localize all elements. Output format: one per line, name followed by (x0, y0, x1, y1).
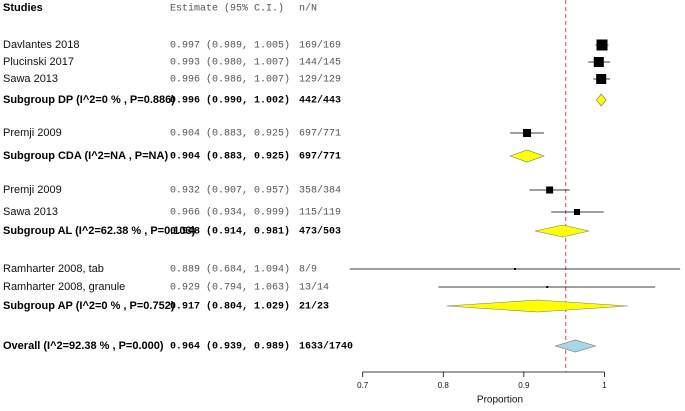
summary-diamond (446, 299, 628, 313)
study-square (593, 57, 604, 67)
study-square (546, 286, 549, 288)
row-label: Subgroup AP (I^2=0 % , P=0.752) (3, 300, 175, 312)
row-label: Subgroup DP (I^2=0 % , P=0.886) (3, 94, 175, 106)
ci-label: 0.904 (0.883, 0.925) (170, 128, 290, 140)
row-label: Sawa 2013 (3, 206, 58, 218)
ci-label: 0.966 (0.934, 0.999) (170, 207, 290, 219)
header-study: Studies (3, 2, 43, 14)
study-square (513, 268, 516, 270)
header-estimate: Estimate (95% C.I.) (170, 3, 284, 15)
ci-label: 0.996 (0.990, 1.002) (170, 95, 290, 107)
summary-diamond (595, 93, 607, 107)
study-square (596, 74, 607, 84)
row-label: Premji 2009 (3, 184, 62, 196)
n-label: 169/169 (299, 40, 341, 52)
n-label: 442/443 (299, 95, 341, 107)
row-label: Subgroup CDA (I^2=NA , P=NA) (3, 150, 168, 162)
n-label: 8/9 (299, 264, 317, 276)
n-label: 21/23 (299, 301, 329, 313)
ci-label: 0.917 (0.804, 1.029) (170, 301, 290, 313)
row-label: Ramharter 2008, tab (3, 263, 104, 275)
x-tick-label: 0.8 (438, 381, 450, 390)
summary-diamond (554, 339, 597, 353)
study-square (596, 39, 608, 51)
study-square (574, 209, 581, 215)
n-label: 697/771 (299, 128, 341, 140)
x-tick-label: 1 (602, 381, 607, 390)
row-label: Plucinski 2017 (3, 56, 74, 68)
ci-label: 0.997 (0.989, 1.005) (170, 40, 290, 52)
n-label: 129/129 (299, 74, 341, 86)
ci-label: 0.964 (0.939, 0.989) (170, 341, 290, 353)
n-label: 115/119 (299, 207, 341, 219)
header-n: n/N (299, 3, 317, 15)
row-label: Davlantes 2018 (3, 39, 79, 51)
row-label: Overall (I^2=92.38 % , P=0.000) (3, 340, 164, 352)
summary-diamond (509, 149, 545, 163)
ci-label: 0.929 (0.794, 1.063) (170, 282, 290, 294)
row-label: Subgroup AL (I^2=62.38 % , P=0.103) (3, 225, 196, 237)
ci-label: 0.904 (0.883, 0.925) (170, 151, 290, 163)
study-square (546, 186, 554, 194)
n-label: 13/14 (299, 282, 329, 294)
row-label: Sawa 2013 (3, 73, 58, 85)
ci-label: 0.948 (0.914, 0.981) (170, 226, 290, 238)
x-tick-label: 0.9 (518, 381, 530, 390)
n-label: 473/503 (299, 226, 341, 238)
n-label: 144/145 (299, 57, 341, 69)
n-label: 358/384 (299, 185, 341, 197)
row-label: Ramharter 2008, granule (3, 281, 125, 293)
row-label: Premji 2009 (3, 127, 62, 139)
summary-diamond (535, 224, 590, 238)
ci-label: 0.932 (0.907, 0.957) (170, 185, 290, 197)
ci-label: 0.993 (0.980, 1.007) (170, 57, 290, 69)
ci-label: 0.889 (0.684, 1.094) (170, 264, 290, 276)
n-label: 1633/1740 (299, 341, 353, 353)
study-square (523, 129, 532, 137)
ci-label: 0.996 (0.986, 1.007) (170, 74, 290, 86)
x-axis-label: Proportion (477, 395, 523, 406)
x-tick-label: 0.7 (357, 381, 369, 390)
n-label: 697/771 (299, 151, 341, 163)
